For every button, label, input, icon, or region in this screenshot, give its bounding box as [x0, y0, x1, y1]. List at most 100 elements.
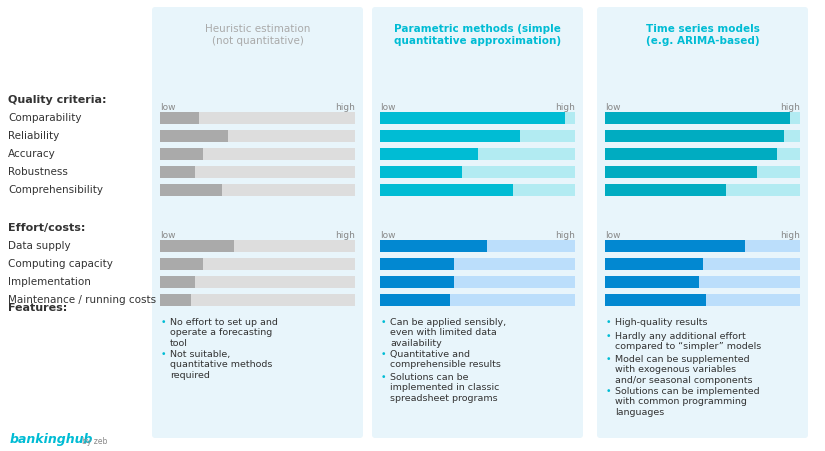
- Bar: [605, 166, 800, 178]
- Text: high: high: [780, 103, 800, 112]
- Bar: [380, 130, 575, 142]
- Text: Features:: Features:: [8, 303, 68, 313]
- Bar: [605, 130, 800, 142]
- Text: high: high: [335, 103, 355, 112]
- Text: Quantitative and
comprehensible results: Quantitative and comprehensible results: [390, 350, 501, 369]
- Bar: [160, 184, 355, 196]
- Bar: [160, 240, 355, 252]
- Text: low: low: [380, 103, 395, 112]
- Text: Implementation: Implementation: [8, 277, 91, 287]
- Bar: [605, 294, 800, 306]
- Text: Accuracy: Accuracy: [8, 149, 56, 159]
- Text: high: high: [555, 103, 575, 112]
- Text: bankinghub: bankinghub: [10, 433, 93, 446]
- FancyBboxPatch shape: [597, 7, 808, 438]
- Bar: [605, 148, 776, 160]
- Text: low: low: [605, 230, 620, 239]
- Bar: [160, 148, 355, 160]
- Bar: [605, 258, 703, 270]
- Text: Quality criteria:: Quality criteria:: [8, 95, 106, 105]
- Bar: [605, 166, 757, 178]
- Text: Maintenance / running costs: Maintenance / running costs: [8, 295, 156, 305]
- Text: •: •: [606, 318, 611, 327]
- Bar: [160, 148, 203, 160]
- Text: Computing capacity: Computing capacity: [8, 259, 113, 269]
- Bar: [160, 240, 234, 252]
- Text: Can be applied sensibly,
even with limited data
availability: Can be applied sensibly, even with limit…: [390, 318, 506, 348]
- Text: •: •: [606, 355, 611, 364]
- Bar: [605, 184, 726, 196]
- Bar: [160, 276, 355, 288]
- Bar: [380, 130, 521, 142]
- Text: •: •: [606, 332, 611, 341]
- Bar: [380, 240, 575, 252]
- Bar: [605, 130, 785, 142]
- Text: •: •: [161, 350, 167, 359]
- Text: •: •: [606, 387, 611, 396]
- Bar: [380, 276, 454, 288]
- Text: Comparability: Comparability: [8, 113, 82, 123]
- Text: Parametric methods (simple
quantitative approximation): Parametric methods (simple quantitative …: [394, 24, 561, 46]
- Bar: [160, 294, 355, 306]
- Bar: [380, 258, 575, 270]
- Bar: [605, 258, 800, 270]
- Bar: [605, 276, 800, 288]
- Bar: [380, 294, 575, 306]
- Text: No effort to set up and
operate a forecasting
tool: No effort to set up and operate a foreca…: [170, 318, 278, 348]
- Bar: [380, 112, 565, 124]
- Bar: [160, 276, 195, 288]
- Bar: [605, 112, 800, 124]
- FancyBboxPatch shape: [152, 7, 363, 438]
- Bar: [160, 130, 229, 142]
- Bar: [605, 184, 800, 196]
- Text: Solutions can be
implemented in classic
spreadsheet programs: Solutions can be implemented in classic …: [390, 373, 499, 403]
- Text: •: •: [381, 373, 386, 382]
- Bar: [380, 148, 575, 160]
- Text: low: low: [605, 103, 620, 112]
- Bar: [380, 258, 454, 270]
- Text: Time series models
(e.g. ARIMA-based): Time series models (e.g. ARIMA-based): [645, 24, 760, 46]
- Text: Hardly any additional effort
compared to “simpler” models: Hardly any additional effort compared to…: [615, 332, 761, 351]
- Text: by zeb: by zeb: [82, 437, 107, 446]
- Bar: [160, 294, 191, 306]
- Text: Robustness: Robustness: [8, 167, 68, 177]
- Text: High-quality results: High-quality results: [615, 318, 708, 327]
- Text: Reliability: Reliability: [8, 131, 59, 141]
- Bar: [380, 112, 575, 124]
- Text: •: •: [161, 318, 167, 327]
- Text: •: •: [381, 318, 386, 327]
- Bar: [160, 112, 199, 124]
- Text: Model can be supplemented
with exogenous variables
and/or seasonal components: Model can be supplemented with exogenous…: [615, 355, 752, 385]
- Bar: [380, 240, 488, 252]
- Text: high: high: [780, 230, 800, 239]
- Text: high: high: [335, 230, 355, 239]
- Bar: [380, 166, 575, 178]
- Bar: [160, 112, 355, 124]
- Bar: [605, 240, 800, 252]
- Bar: [160, 166, 355, 178]
- Bar: [605, 276, 699, 288]
- Text: low: low: [380, 230, 395, 239]
- Bar: [160, 258, 355, 270]
- Text: high: high: [555, 230, 575, 239]
- Text: •: •: [381, 350, 386, 359]
- FancyBboxPatch shape: [372, 7, 583, 438]
- Bar: [380, 276, 575, 288]
- Text: Heuristic estimation
(not quantitative): Heuristic estimation (not quantitative): [205, 24, 310, 46]
- Bar: [160, 258, 203, 270]
- Bar: [160, 166, 195, 178]
- Bar: [605, 240, 746, 252]
- Text: Solutions can be implemented
with common programming
languages: Solutions can be implemented with common…: [615, 387, 760, 417]
- Bar: [605, 148, 800, 160]
- Text: Not suitable,
quantitative methods
required: Not suitable, quantitative methods requi…: [170, 350, 272, 380]
- Bar: [160, 130, 355, 142]
- Bar: [160, 184, 223, 196]
- Bar: [380, 184, 575, 196]
- Text: Data supply: Data supply: [8, 241, 71, 251]
- Bar: [380, 184, 512, 196]
- Text: low: low: [160, 230, 176, 239]
- Bar: [380, 148, 478, 160]
- Bar: [605, 294, 706, 306]
- Text: low: low: [160, 103, 176, 112]
- Bar: [380, 294, 450, 306]
